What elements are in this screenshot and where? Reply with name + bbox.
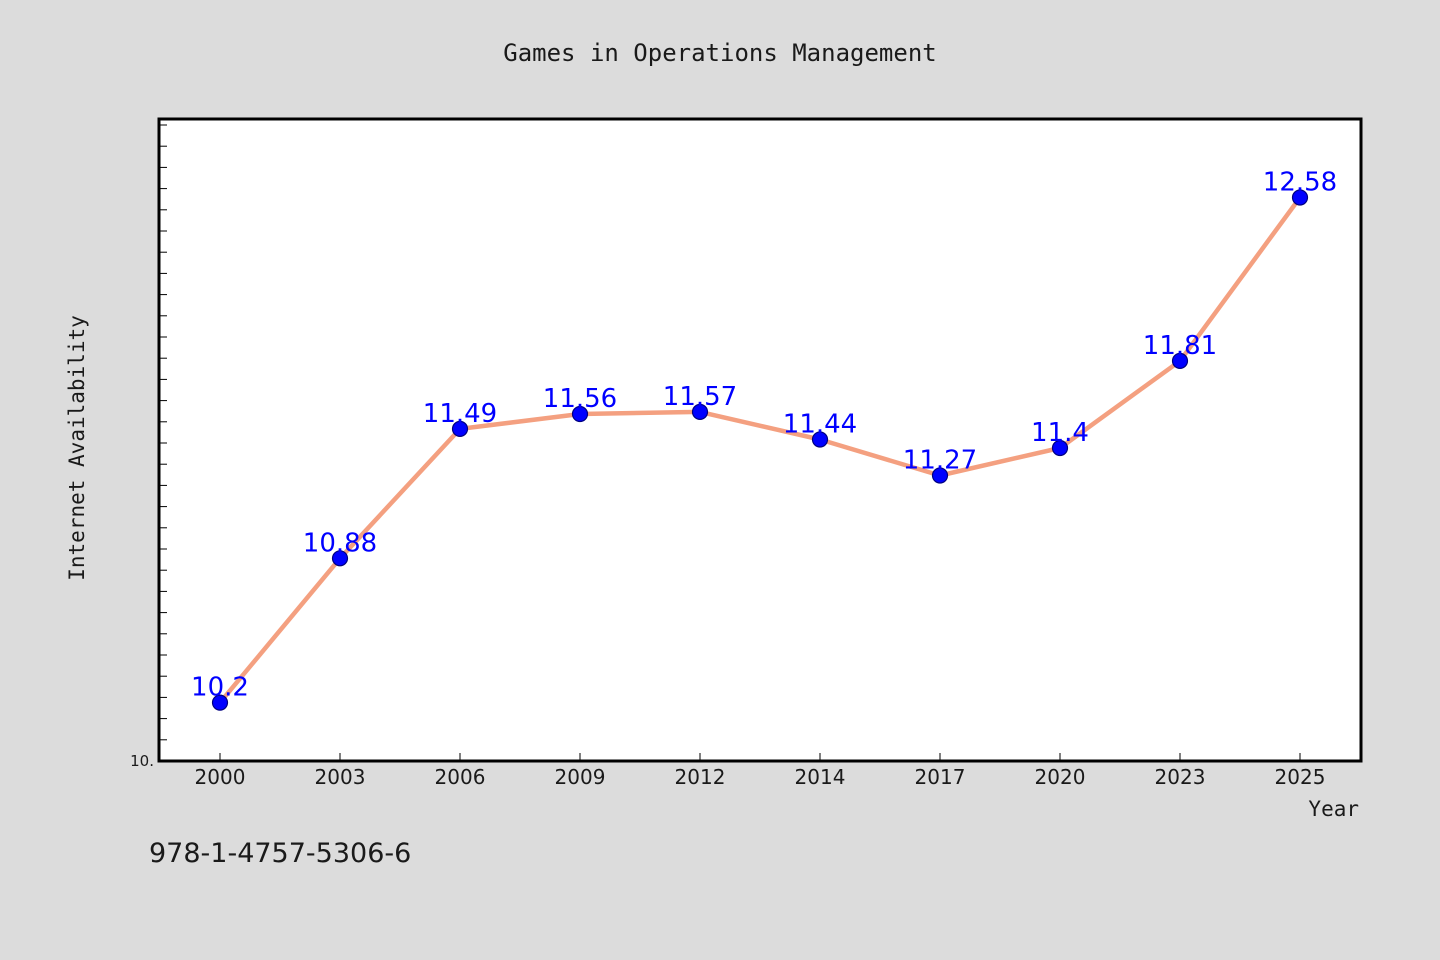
data-point-marker [1051,439,1069,457]
x-axis-ticks: 2000 2003 2006 2009 2012 2014 2017 2020 2023 2025 [195,753,1326,789]
y-tick-label: 10. [130,752,154,770]
x-tick-label: 2020 [1035,765,1086,789]
data-label: 11.56 [543,384,617,414]
data-point-marker [211,694,229,711]
data-point-marker [811,431,829,448]
x-tick-label: 2017 [915,765,966,789]
x-tick-label: 2023 [1155,765,1206,789]
x-tick-label: 2025 [1275,765,1326,789]
x-tick-label: 2014 [795,765,846,789]
data-label: 11.27 [903,446,977,476]
data-label: 12.58 [1263,168,1337,198]
data-label: 11.57 [663,382,737,412]
data-label: 10.2 [191,673,249,703]
data-point-marker [691,403,709,420]
data-label: 10.88 [303,528,377,558]
data-point-marker [331,550,349,567]
chart-title: Games in Operations Management [503,39,936,67]
series-markers [211,189,1309,711]
data-label: 11.44 [783,410,857,440]
data-label: 11.4 [1031,418,1089,448]
x-tick-label: 2006 [435,765,486,789]
x-tick-label: 2009 [555,765,606,789]
plot-area [159,119,1361,761]
data-point-marker [1291,189,1309,206]
data-label: 11.81 [1143,331,1217,361]
data-point-marker [571,405,589,423]
x-tick-label: 2012 [675,765,726,789]
y-axis-label: Internet Availability [65,315,89,581]
footer-identifier: 978-1-4757-5306-6 [149,838,411,869]
x-axis-label: Year [1308,797,1359,821]
series-line-group [217,195,1303,705]
x-tick-label: 2003 [315,765,366,789]
data-label: 11.49 [423,399,497,429]
x-tick-label: 2000 [195,765,246,789]
plot-frame [157,117,1363,763]
data-labels: 10.2 10.88 11.49 11.56 11.57 11.44 11.27 11.4 11… [191,168,1337,703]
data-point-marker [451,420,469,437]
data-point-marker [1171,352,1189,369]
series-line [217,195,1303,705]
data-point-marker [931,467,949,484]
